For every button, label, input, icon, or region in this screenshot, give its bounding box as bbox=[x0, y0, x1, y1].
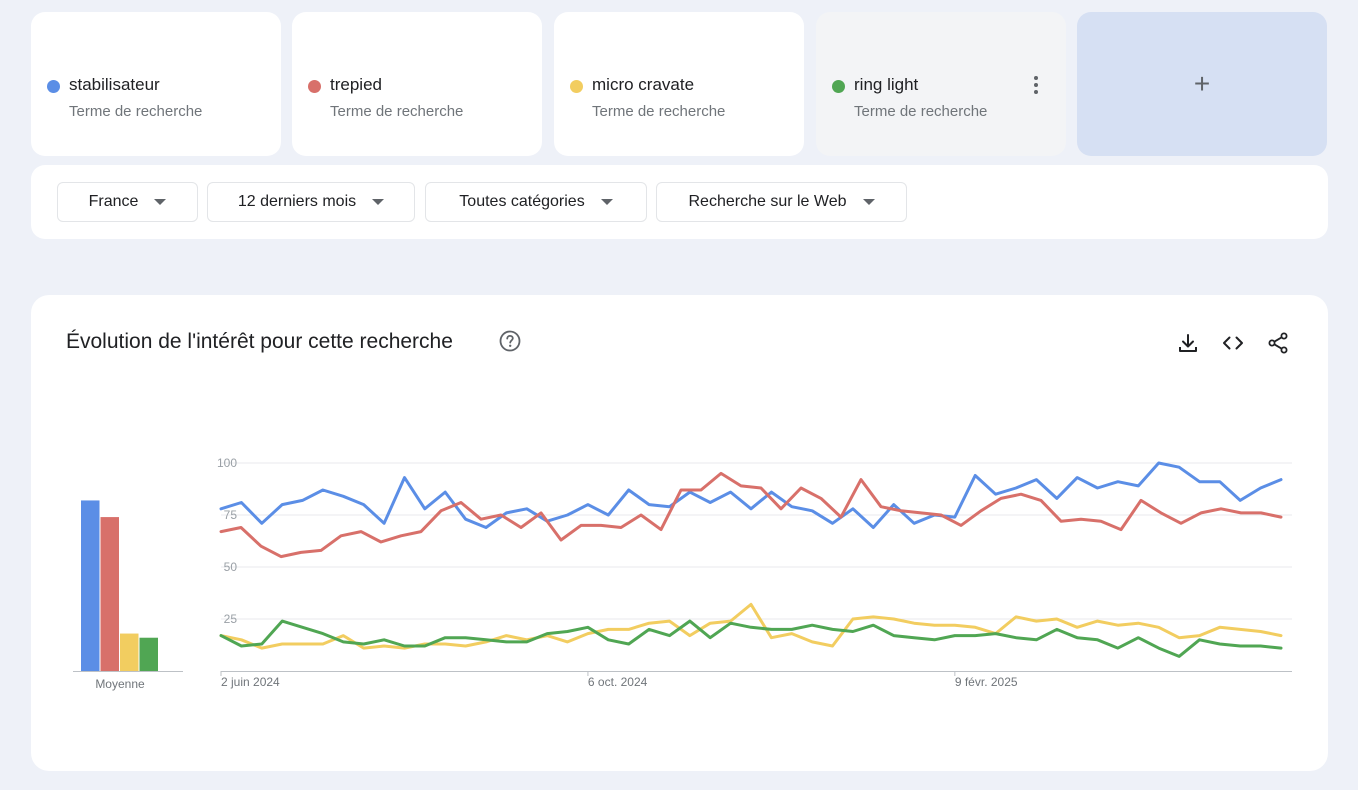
term-card-stabilisateur[interactable]: stabilisateur Terme de recherche bbox=[31, 12, 281, 156]
share-icon[interactable] bbox=[1266, 331, 1290, 355]
interest-over-time-card: Évolution de l'intérêt pour cette recher… bbox=[31, 295, 1328, 771]
trends-chart: Moyenne 25 50 75 100 2 juin 2024 6 oct. 2024 9 … bbox=[73, 456, 1292, 691]
average-bar-3 bbox=[139, 637, 158, 671]
series-color-dot bbox=[47, 80, 60, 93]
average-bar-2 bbox=[120, 633, 139, 671]
filter-bar: France 12 derniers mois Toutes catégorie… bbox=[31, 165, 1328, 239]
series-line-0 bbox=[219, 461, 1283, 529]
dropdown-caret-icon bbox=[154, 199, 167, 205]
region-filter-label: France bbox=[88, 193, 139, 210]
x-tick-label: 9 févr. 2025 bbox=[955, 675, 1018, 689]
more-options-icon[interactable] bbox=[1030, 74, 1042, 96]
dropdown-caret-icon bbox=[372, 199, 385, 205]
term-name: ring light bbox=[854, 75, 919, 94]
help-circle-icon[interactable] bbox=[499, 330, 521, 352]
term-name: micro cravate bbox=[592, 75, 695, 94]
average-label: Moyenne bbox=[95, 677, 145, 691]
y-tick-label: 75 bbox=[224, 508, 238, 522]
term-subtitle: Terme de recherche bbox=[69, 103, 203, 120]
chart-title: Évolution de l'intérêt pour cette recher… bbox=[66, 330, 453, 353]
term-card-micro-cravate[interactable]: micro cravate Terme de recherche bbox=[554, 12, 804, 156]
search-type-filter-label: Recherche sur le Web bbox=[688, 193, 847, 210]
term-subtitle: Terme de recherche bbox=[854, 103, 988, 120]
x-tick-label: 2 juin 2024 bbox=[221, 675, 280, 689]
x-tick-label: 6 oct. 2024 bbox=[588, 675, 648, 689]
y-tick-label: 100 bbox=[217, 456, 237, 470]
add-term-button[interactable]: + bbox=[1077, 12, 1327, 156]
y-tick-label: 25 bbox=[224, 612, 238, 626]
category-filter-label: Toutes catégories bbox=[459, 193, 585, 210]
series-color-dot bbox=[570, 80, 583, 93]
term-subtitle: Terme de recherche bbox=[330, 103, 464, 120]
term-name: stabilisateur bbox=[69, 75, 160, 94]
embed-code-icon[interactable] bbox=[1221, 331, 1245, 355]
term-name: trepied bbox=[330, 75, 382, 94]
dropdown-caret-icon bbox=[862, 199, 875, 205]
category-filter[interactable]: Toutes catégories bbox=[425, 182, 647, 222]
period-filter-label: 12 derniers mois bbox=[237, 193, 357, 210]
series-color-dot bbox=[308, 80, 321, 93]
search-type-filter[interactable]: Recherche sur le Web bbox=[656, 182, 907, 222]
average-bar-1 bbox=[100, 517, 119, 671]
series-line-2 bbox=[219, 602, 1283, 650]
term-card-trepied[interactable]: trepied Terme de recherche bbox=[292, 12, 542, 156]
period-filter[interactable]: 12 derniers mois bbox=[207, 182, 415, 222]
dropdown-caret-icon bbox=[600, 199, 613, 205]
term-card-ring-light[interactable]: ring light Terme de recherche bbox=[816, 12, 1066, 156]
series-line-1 bbox=[219, 471, 1283, 559]
region-filter[interactable]: France bbox=[57, 182, 198, 222]
y-tick-label: 50 bbox=[224, 560, 238, 574]
download-icon[interactable] bbox=[1176, 331, 1200, 355]
average-bar-0 bbox=[81, 500, 100, 671]
series-line-3 bbox=[219, 619, 1283, 658]
term-subtitle: Terme de recherche bbox=[592, 103, 726, 120]
series-color-dot bbox=[832, 80, 845, 93]
